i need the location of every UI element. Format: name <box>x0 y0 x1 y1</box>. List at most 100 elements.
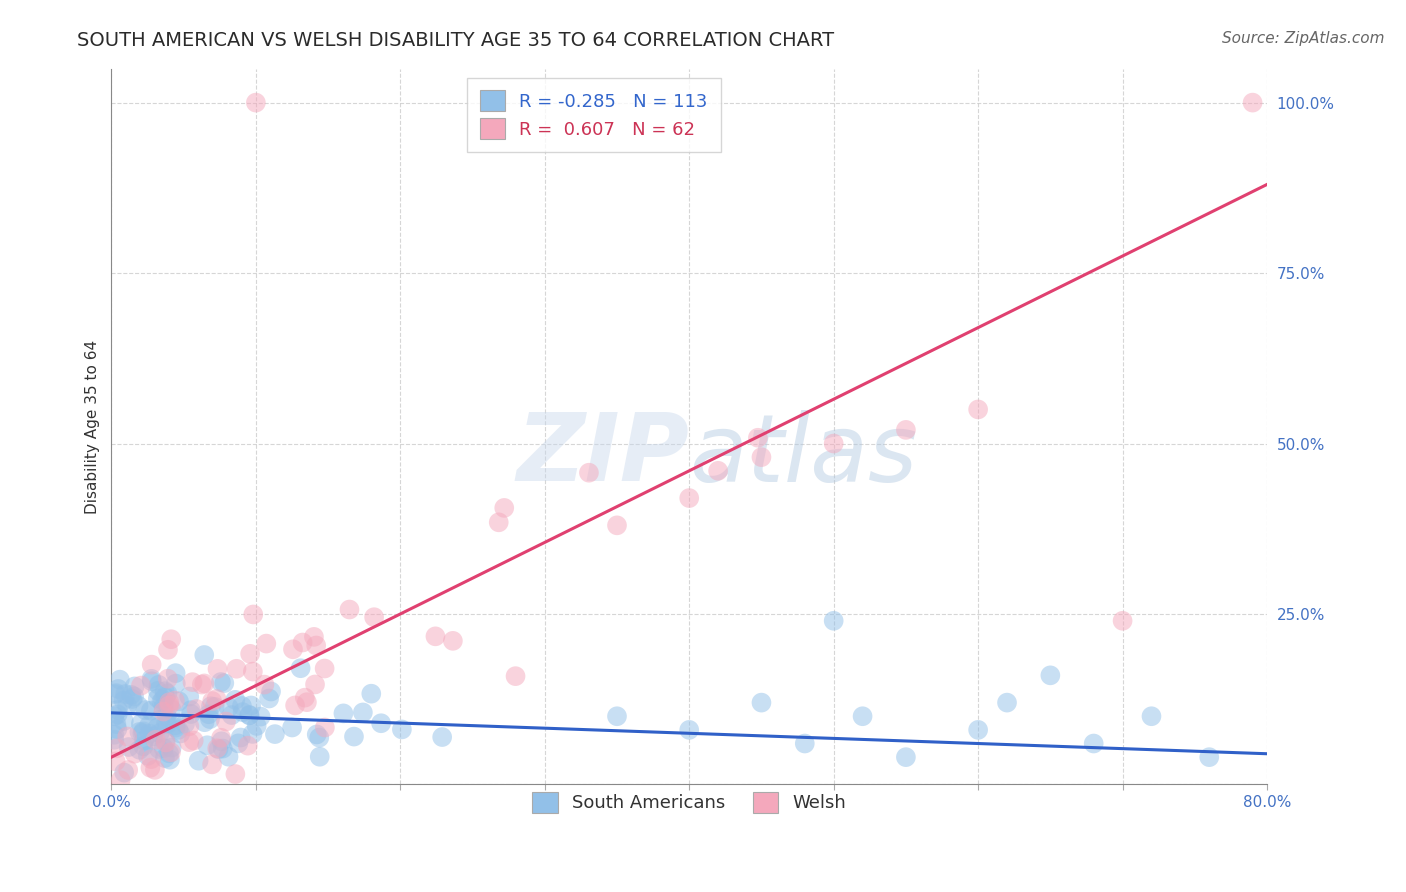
Point <box>578 466 600 480</box>
Point <box>226 736 249 750</box>
Point <box>167 694 190 708</box>
Point <box>105 722 128 736</box>
Point <box>302 630 325 644</box>
Point <box>156 709 179 723</box>
Point <box>120 688 142 702</box>
Point <box>290 661 312 675</box>
Point <box>430 730 453 744</box>
Point <box>159 753 181 767</box>
Point <box>1039 668 1062 682</box>
Point <box>291 635 314 649</box>
Point <box>995 696 1018 710</box>
Point <box>145 732 167 747</box>
Point <box>211 741 233 756</box>
Point <box>967 402 990 417</box>
Point <box>103 732 125 747</box>
Point <box>179 690 201 704</box>
Point <box>112 693 135 707</box>
Point <box>284 698 307 713</box>
Point <box>245 95 267 110</box>
Point <box>139 761 162 775</box>
Point <box>249 709 271 723</box>
Point <box>441 633 464 648</box>
Point <box>115 730 138 744</box>
Point <box>678 723 700 737</box>
Point <box>967 723 990 737</box>
Point <box>260 684 283 698</box>
Point <box>112 714 135 728</box>
Point <box>155 734 177 748</box>
Point <box>160 632 183 647</box>
Point <box>360 687 382 701</box>
Point <box>155 735 177 749</box>
Point <box>132 733 155 747</box>
Point <box>707 464 730 478</box>
Point <box>128 698 150 713</box>
Point <box>115 698 138 713</box>
Point <box>488 516 510 530</box>
Point <box>146 683 169 698</box>
Point <box>118 739 141 754</box>
Point <box>132 724 155 739</box>
Point <box>242 727 264 741</box>
Point <box>169 726 191 740</box>
Point <box>205 741 228 756</box>
Point <box>678 491 700 505</box>
Text: SOUTH AMERICAN VS WELSH DISABILITY AGE 35 TO 64 CORRELATION CHART: SOUTH AMERICAN VS WELSH DISABILITY AGE 3… <box>77 31 834 50</box>
Point <box>153 684 176 698</box>
Point <box>103 728 125 742</box>
Point <box>114 687 136 701</box>
Point <box>142 730 165 744</box>
Point <box>606 709 628 723</box>
Point <box>149 726 172 740</box>
Point <box>505 669 527 683</box>
Point <box>104 755 127 769</box>
Point <box>165 676 187 690</box>
Point <box>129 679 152 693</box>
Point <box>238 708 260 723</box>
Text: Source: ZipAtlas.com: Source: ZipAtlas.com <box>1222 31 1385 46</box>
Point <box>1083 737 1105 751</box>
Point <box>793 737 815 751</box>
Point <box>146 691 169 706</box>
Point <box>332 706 354 721</box>
Point <box>305 727 328 741</box>
Point <box>143 763 166 777</box>
Point <box>128 743 150 757</box>
Point <box>391 723 413 737</box>
Point <box>187 754 209 768</box>
Point <box>112 765 135 780</box>
Point <box>160 745 183 759</box>
Point <box>1111 614 1133 628</box>
Point <box>141 672 163 686</box>
Point <box>160 702 183 716</box>
Point <box>148 678 170 692</box>
Point <box>1241 95 1264 110</box>
Point <box>105 741 128 756</box>
Point <box>165 721 187 735</box>
Point <box>211 734 233 748</box>
Point <box>209 675 232 690</box>
Point <box>253 677 276 691</box>
Point <box>165 718 187 732</box>
Point <box>242 665 264 679</box>
Point <box>751 696 773 710</box>
Point <box>138 718 160 732</box>
Point <box>136 748 159 763</box>
Point <box>165 666 187 681</box>
Point <box>314 721 336 735</box>
Point <box>150 694 173 708</box>
Point <box>174 716 197 731</box>
Point <box>107 707 129 722</box>
Point <box>205 692 228 706</box>
Point <box>198 712 221 726</box>
Point <box>215 714 238 729</box>
Point <box>201 757 224 772</box>
Point <box>108 673 131 687</box>
Point <box>157 698 180 713</box>
Point <box>155 690 177 705</box>
Point <box>295 695 318 709</box>
Point <box>201 694 224 708</box>
Point <box>117 763 139 777</box>
Point <box>107 703 129 717</box>
